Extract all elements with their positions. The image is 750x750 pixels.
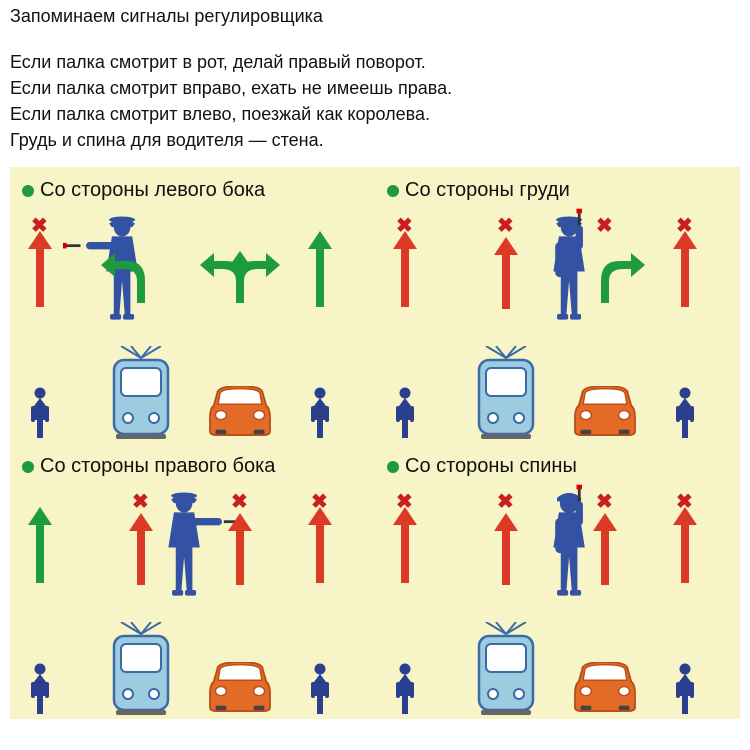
panel-title-text: Со стороны правого бока	[40, 455, 275, 478]
panel-2: Со стороны груди ✖ ✖ ✖ ✖	[375, 167, 740, 443]
x-mark: ✖	[497, 213, 514, 238]
arrow-multi-icon	[565, 251, 645, 307]
bullet-icon	[387, 185, 399, 197]
lane-row: ✖ ✖ ✖ ✖	[375, 571, 740, 719]
car-icon	[570, 386, 640, 436]
x-mark: ✖	[596, 489, 613, 514]
pedestrian-icon	[28, 386, 52, 441]
pedestrian-icon	[673, 662, 697, 717]
arrow-up-icon	[494, 237, 518, 309]
x-mark: ✖	[132, 489, 149, 514]
x-mark: ✖	[596, 213, 613, 238]
tram-icon	[106, 622, 176, 717]
page-title: Запоминаем сигналы регулировщика	[10, 6, 740, 27]
arrow-up-icon	[593, 513, 617, 585]
bullet-icon	[22, 185, 34, 197]
x-mark: ✖	[676, 213, 693, 238]
x-mark: ✖	[396, 213, 413, 238]
arrow-multi-icon	[200, 251, 280, 307]
arrow-up-icon	[308, 507, 332, 583]
rhyme-line: Если палка смотрит влево, поезжай как ко…	[10, 101, 740, 127]
tram-icon	[106, 346, 176, 441]
panel-title: Со стороны левого бока	[10, 167, 375, 202]
car-icon	[205, 662, 275, 712]
bullet-icon	[387, 461, 399, 473]
arrow-up-icon	[393, 231, 417, 307]
panel-1: Со стороны левого бока ✖	[10, 167, 375, 443]
x-mark: ✖	[311, 489, 328, 514]
pedestrian-icon	[393, 386, 417, 441]
pedestrian-icon	[308, 386, 332, 441]
arrow-multi-icon	[101, 251, 181, 307]
car-icon	[205, 386, 275, 436]
arrow-up-icon	[228, 513, 252, 585]
arrow-up-icon	[393, 507, 417, 583]
pedestrian-icon	[308, 662, 332, 717]
x-mark: ✖	[497, 489, 514, 514]
bullet-icon	[22, 461, 34, 473]
tram-icon	[471, 622, 541, 717]
pedestrian-icon	[28, 662, 52, 717]
arrow-up-icon	[28, 231, 52, 307]
lane-row: ✖ ✖ ✖	[10, 571, 375, 719]
arrow-up-icon	[308, 231, 332, 307]
rhyme-block: Если палка смотрит в рот, делай правый п…	[10, 49, 740, 153]
panel-4: Со стороны спины ✖ ✖ ✖	[375, 443, 740, 719]
panel-title: Со стороны груди	[375, 167, 740, 202]
rhyme-line: Грудь и спина для водителя — стена.	[10, 127, 740, 153]
car-icon	[570, 662, 640, 712]
panel-title: Со стороны спины	[375, 443, 740, 478]
rhyme-line: Если палка смотрит вправо, ехать не имее…	[10, 75, 740, 101]
x-mark: ✖	[676, 489, 693, 514]
x-mark: ✖	[396, 489, 413, 514]
panel-3: Со стороны правого бока ✖ ✖	[10, 443, 375, 719]
pedestrian-icon	[673, 386, 697, 441]
pedestrian-icon	[393, 662, 417, 717]
rhyme-line: Если палка смотрит в рот, делай правый п…	[10, 49, 740, 75]
arrow-up-icon	[494, 513, 518, 585]
arrow-up-icon	[673, 231, 697, 307]
arrow-up-icon	[129, 513, 153, 585]
lane-row: ✖ ✖ ✖ ✖	[375, 295, 740, 443]
signals-diagram: Со стороны левого бока ✖ Со стороны	[10, 167, 740, 719]
lane-row: ✖	[10, 295, 375, 443]
tram-icon	[471, 346, 541, 441]
panel-title: Со стороны правого бока	[10, 443, 375, 478]
x-mark: ✖	[31, 213, 48, 238]
arrow-up-icon	[28, 507, 52, 583]
panel-title-text: Со стороны груди	[405, 179, 570, 202]
panel-title-text: Со стороны левого бока	[40, 179, 265, 202]
x-mark: ✖	[231, 489, 248, 514]
panel-title-text: Со стороны спины	[405, 455, 577, 478]
arrow-up-icon	[673, 507, 697, 583]
